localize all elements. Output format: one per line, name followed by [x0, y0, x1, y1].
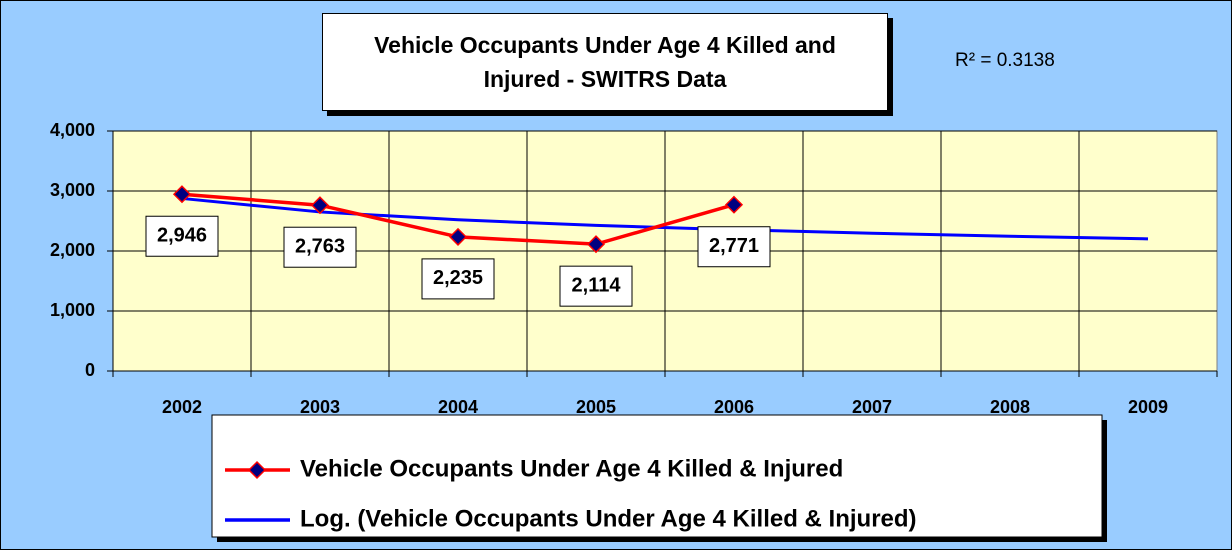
legend-label: Log. (Vehicle Occupants Under Age 4 Kill…: [300, 505, 917, 532]
data-label-box: [559, 265, 633, 307]
data-label-box: [145, 215, 219, 257]
chart-title: Vehicle Occupants Under Age 4 Killed and…: [322, 13, 888, 111]
trendline: [181, 196, 1149, 241]
data-label: 2,235: [433, 267, 483, 289]
y-tick-label: 0: [85, 360, 95, 380]
x-tick-label: 2003: [300, 397, 340, 417]
y-tick-label: 3,000: [50, 180, 95, 200]
x-tick-label: 2009: [1128, 397, 1168, 417]
x-tick-label: 2002: [162, 397, 202, 417]
x-tick-label: 2007: [852, 397, 892, 417]
x-tick-label: 2005: [576, 397, 616, 417]
data-label: 2,763: [295, 236, 345, 258]
x-tick-label: 2008: [990, 397, 1030, 417]
data-label-box: [697, 226, 771, 268]
legend-label: Vehicle Occupants Under Age 4 Killed & I…: [300, 455, 843, 482]
x-tick-label: 2004: [438, 397, 478, 417]
data-label: 2,771: [709, 235, 759, 257]
marker: [172, 185, 192, 204]
y-tick-label: 2,000: [50, 240, 95, 260]
x-tick-label: 2006: [714, 397, 754, 417]
data-label: 2,114: [572, 274, 622, 296]
marker: [586, 235, 606, 254]
y-tick-label: 4,000: [50, 120, 95, 140]
marker: [310, 196, 330, 215]
data-label-box: [283, 226, 357, 268]
marker: [724, 195, 744, 214]
data-label: 2,946: [157, 225, 207, 247]
r-squared: R² = 0.3138: [955, 50, 1055, 71]
legend-marker: [247, 460, 267, 480]
y-tick-label: 1,000: [50, 300, 95, 320]
marker: [448, 227, 468, 246]
data-label-box: [421, 258, 495, 300]
legend-box: [211, 414, 1103, 538]
